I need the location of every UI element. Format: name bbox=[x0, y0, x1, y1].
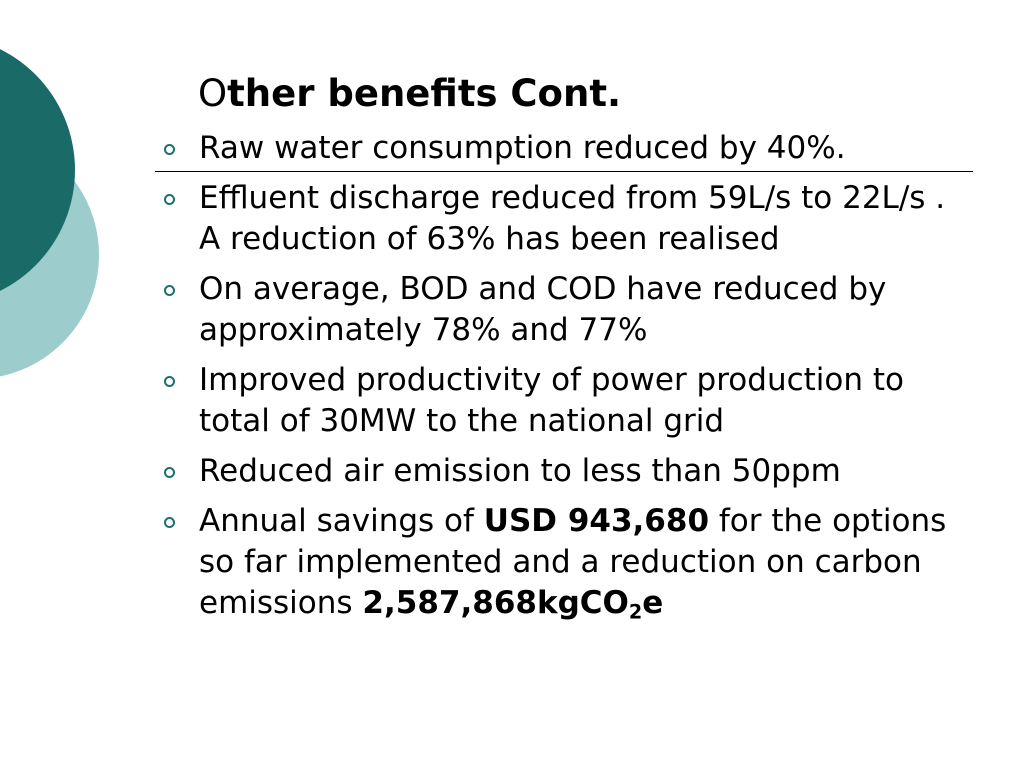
bullet-item: Annual savings of USD 943,680 for the op… bbox=[160, 501, 970, 624]
bullet-item: Raw water consumption reduced by 40%. bbox=[160, 128, 970, 169]
bullet-text-pre: Annual savings of bbox=[199, 503, 484, 539]
bullet-text: Annual savings of USD 943,680 for the op… bbox=[199, 503, 946, 621]
bullet-text-mid: for the options so far implemented and a… bbox=[199, 503, 947, 621]
bullet-circle-icon bbox=[164, 517, 175, 528]
emissions-value: 2,587,868kgCO2e bbox=[362, 585, 663, 621]
bullet-item: On average, BOD and COD have reduced by … bbox=[160, 269, 970, 351]
slide-title-rest: ther benefits Cont. bbox=[227, 72, 622, 115]
bullet-item: Reduced air emission to less than 50ppm bbox=[160, 451, 970, 492]
slide-title: Other benefits Cont. bbox=[198, 70, 621, 118]
emissions-subscript: 2 bbox=[628, 600, 643, 624]
bullet-text: On average, BOD and COD have reduced by … bbox=[199, 271, 887, 348]
bullet-item: Effluent discharge reduced from 59L/s to… bbox=[160, 178, 970, 260]
bullet-circle-icon bbox=[164, 467, 175, 478]
bullet-text: Improved productivity of power productio… bbox=[199, 362, 904, 439]
bullet-text: Raw water consumption reduced by 40%. bbox=[199, 130, 846, 166]
savings-value: USD 943,680 bbox=[483, 503, 710, 539]
bullet-circle-icon bbox=[164, 194, 175, 205]
bullet-item: Improved productivity of power productio… bbox=[160, 360, 970, 442]
divider-line bbox=[155, 171, 973, 172]
slide-title-initial: O bbox=[198, 72, 228, 115]
bullet-text: Effluent discharge reduced from 59L/s to… bbox=[199, 180, 946, 257]
emissions-suffix: e bbox=[642, 585, 664, 621]
bullet-text: Reduced air emission to less than 50ppm bbox=[199, 453, 841, 489]
bullet-list: Raw water consumption reduced by 40%. Ef… bbox=[160, 128, 970, 633]
bullet-circle-icon bbox=[164, 285, 175, 296]
bullet-circle-icon bbox=[164, 144, 175, 155]
emissions-number: 2,587,868kgCO bbox=[362, 585, 629, 621]
decorative-circles bbox=[0, 49, 99, 377]
bullet-circle-icon bbox=[164, 376, 175, 387]
dark-teal-circle bbox=[0, 49, 75, 291]
